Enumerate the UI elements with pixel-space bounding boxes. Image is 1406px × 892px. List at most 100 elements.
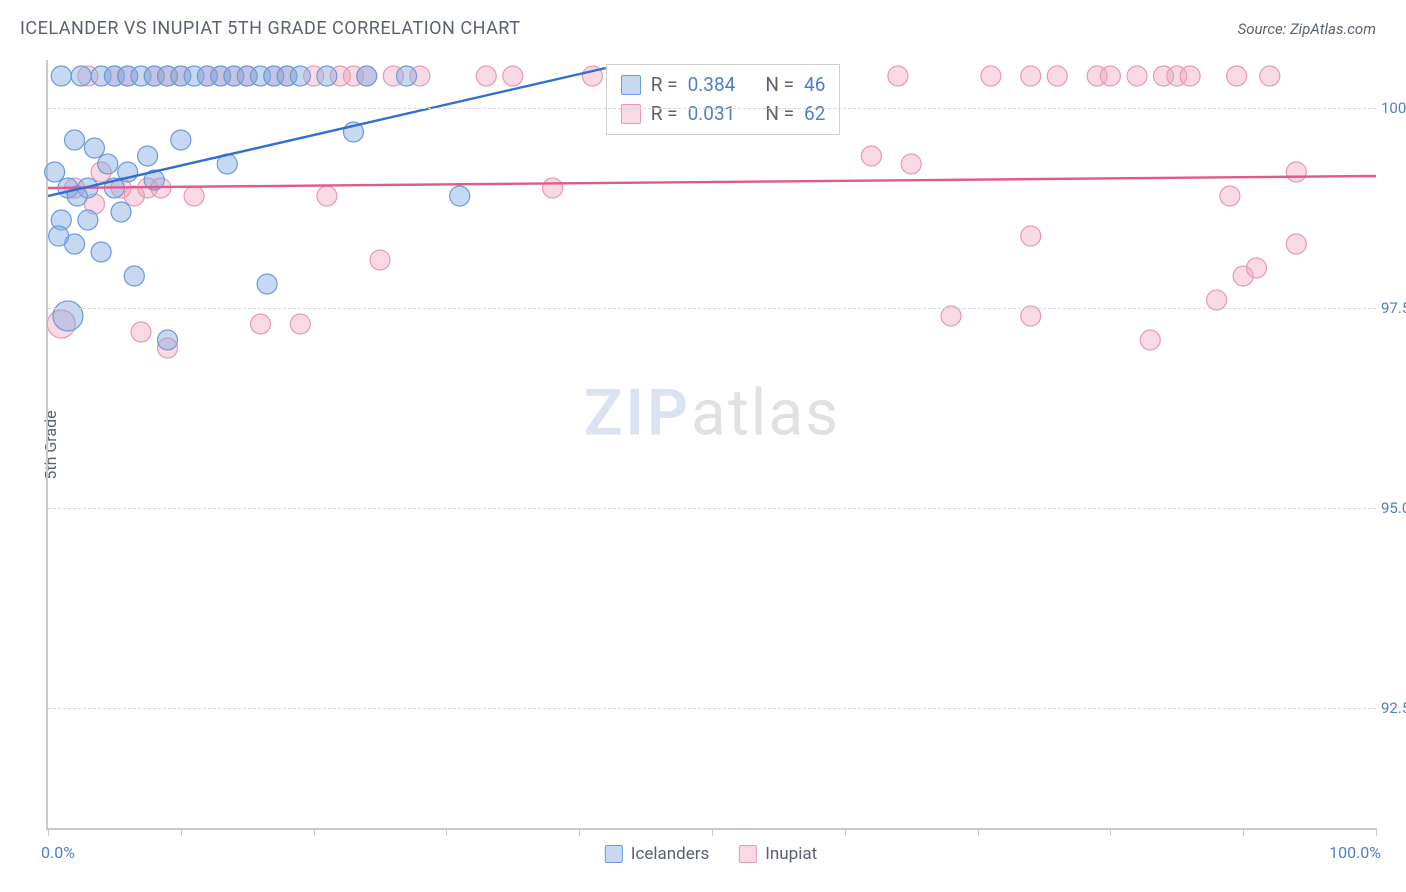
- data-point: [357, 66, 377, 86]
- series-swatch: [621, 104, 641, 124]
- series-swatch: [605, 845, 623, 863]
- data-point: [1260, 66, 1280, 86]
- x-tick: [1243, 828, 1244, 836]
- data-point: [84, 138, 104, 158]
- data-point: [131, 322, 151, 342]
- data-point: [317, 186, 337, 206]
- x-tick: [1110, 828, 1111, 836]
- data-point: [1286, 162, 1306, 182]
- data-point: [1246, 258, 1266, 278]
- stat-n-value: 46: [804, 71, 825, 100]
- data-point: [476, 66, 496, 86]
- x-axis-max-label: 100.0%: [1329, 843, 1381, 862]
- gridline: [48, 508, 1376, 509]
- data-point: [171, 130, 191, 150]
- series-legend: Icelanders Inupiat: [605, 844, 817, 864]
- stat-label: R =: [651, 71, 678, 100]
- stat-label: N =: [765, 100, 794, 129]
- stat-r-value: 0.031: [688, 100, 736, 129]
- data-point: [503, 66, 523, 86]
- gridline: [48, 108, 1376, 109]
- legend-label: Inupiat: [765, 844, 817, 864]
- data-point: [1021, 66, 1041, 86]
- data-point: [450, 186, 470, 206]
- data-point: [290, 314, 310, 334]
- chart-area: 5th Grade ZIPatlas R =0.384N =46R =0.031…: [46, 60, 1376, 830]
- y-tick-label: 92.5%: [1381, 699, 1406, 717]
- page: ICELANDER VS INUPIAT 5TH GRADE CORRELATI…: [0, 0, 1406, 892]
- y-tick-label: 97.5%: [1381, 299, 1406, 317]
- data-point: [317, 66, 337, 86]
- data-point: [370, 250, 390, 270]
- data-point: [111, 202, 131, 222]
- stat-n-value: 62: [804, 100, 825, 129]
- data-point: [1047, 66, 1067, 86]
- data-point: [1140, 330, 1160, 350]
- data-point: [138, 146, 158, 166]
- y-tick-label: 95.0%: [1381, 499, 1406, 517]
- data-point: [250, 314, 270, 334]
- data-point: [1286, 234, 1306, 254]
- legend-item: Inupiat: [739, 844, 817, 864]
- data-point: [1100, 66, 1120, 86]
- x-tick: [712, 828, 713, 836]
- data-point: [98, 154, 118, 174]
- data-point: [1021, 306, 1041, 326]
- data-point: [1227, 66, 1247, 86]
- data-point: [1220, 186, 1240, 206]
- x-tick: [181, 828, 182, 836]
- data-point: [1180, 66, 1200, 86]
- x-tick: [845, 828, 846, 836]
- data-point: [78, 210, 98, 230]
- data-point: [51, 66, 71, 86]
- data-point: [49, 226, 69, 246]
- x-tick: [978, 828, 979, 836]
- x-tick: [446, 828, 447, 836]
- plot-svg: [48, 60, 1376, 828]
- data-point: [981, 66, 1001, 86]
- x-tick: [579, 828, 580, 836]
- data-point: [901, 154, 921, 174]
- data-point: [1021, 226, 1041, 246]
- x-tick: [48, 828, 49, 836]
- data-point: [53, 301, 83, 331]
- header-row: ICELANDER VS INUPIAT 5TH GRADE CORRELATI…: [0, 0, 1406, 49]
- data-point: [543, 178, 563, 198]
- gridline: [48, 308, 1376, 309]
- stat-label: N =: [765, 71, 794, 100]
- stat-row: R = 0.031 N = 62: [621, 100, 826, 129]
- data-point: [184, 186, 204, 206]
- data-point: [941, 306, 961, 326]
- data-point: [158, 330, 178, 350]
- data-point: [861, 146, 881, 166]
- data-point: [1127, 66, 1147, 86]
- chart-title: ICELANDER VS INUPIAT 5TH GRADE CORRELATI…: [20, 18, 520, 39]
- data-point: [257, 274, 277, 294]
- trend-line: [48, 176, 1376, 188]
- stat-r-value: 0.384: [688, 71, 736, 100]
- legend-item: Icelanders: [605, 844, 709, 864]
- data-point: [65, 130, 85, 150]
- x-axis-min-label: 0.0%: [41, 843, 75, 862]
- data-point: [124, 266, 144, 286]
- data-point: [1207, 290, 1227, 310]
- data-point: [45, 162, 65, 182]
- correlation-legend-box: R = 0.384 N = 46 R = 0.031 N = 62: [606, 64, 841, 135]
- data-point: [71, 66, 91, 86]
- plot-region: ZIPatlas R =0.384N =46R =0.031N =62: [46, 60, 1376, 830]
- data-point: [91, 242, 111, 262]
- x-tick: [1376, 828, 1377, 836]
- gridline: [48, 708, 1376, 709]
- y-tick-label: 100.0%: [1381, 99, 1406, 117]
- data-point: [888, 66, 908, 86]
- series-swatch: [739, 845, 757, 863]
- trend-line: [48, 68, 606, 196]
- data-point: [397, 66, 417, 86]
- legend-label: Icelanders: [631, 844, 709, 864]
- stat-row: R = 0.384 N = 46: [621, 71, 826, 100]
- stat-label: R =: [651, 100, 678, 129]
- data-point: [124, 186, 144, 206]
- x-tick: [314, 828, 315, 836]
- series-swatch: [621, 75, 641, 95]
- source-attribution: Source: ZipAtlas.com: [1238, 20, 1376, 38]
